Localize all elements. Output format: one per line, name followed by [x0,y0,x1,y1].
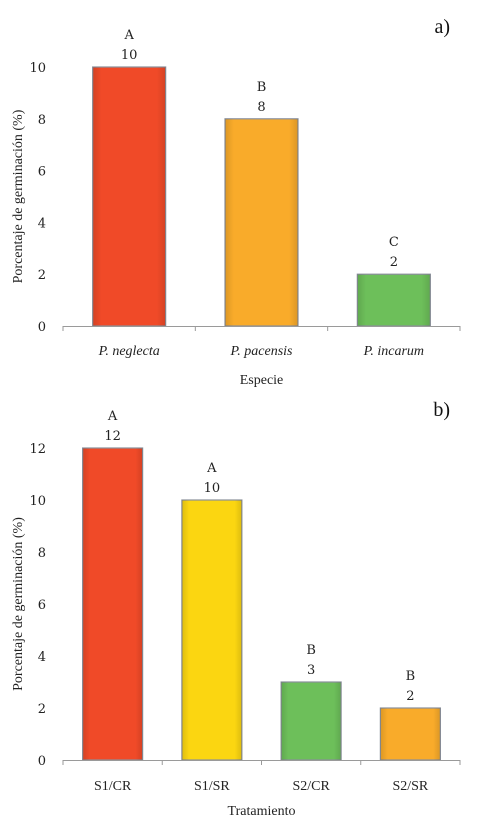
y-tick-label: 10 [29,61,46,76]
y-axis-title: Porcentaje de germinación (%) [11,517,26,691]
x-tick-label: S1/SR [194,779,230,794]
bar-shading [380,708,441,760]
x-tick-label: S2/CR [292,779,330,794]
y-tick-label: 8 [38,113,46,128]
y-tick-label: 6 [38,598,46,613]
bar-shading [225,118,298,326]
data-label: 8 [257,100,265,115]
x-tick-label: S2/SR [392,779,428,794]
x-axis-title: Tratamiento [228,804,296,816]
y-tick-label: 0 [38,320,46,335]
y-axis-title: Porcentaje de germinación (%) [11,109,26,283]
bar-shading [92,67,166,326]
significance-letter: B [257,80,267,95]
chart-panel-1: a) 0 2 4 6 8 10 Porcentaje de germinación (%) 10… [11,16,461,388]
bar-shading [82,448,143,760]
y-tick-label: 4 [38,216,46,231]
x-tick-label: P. neglecta [98,344,160,359]
panel-label: a) [434,16,450,38]
y-tick-label: 2 [38,702,46,717]
data-label: 12 [104,429,121,444]
significance-letter: A [123,28,134,43]
data-label: 10 [121,48,138,63]
y-tick-label: 8 [38,546,46,561]
data-label: 2 [406,689,414,704]
data-label: 3 [307,663,315,678]
x-tick-label: P. pacensis [230,344,294,359]
x-tick-label: S1/CR [94,779,132,794]
significance-letter: A [206,461,217,476]
significance-letter: A [107,409,118,424]
bar-shading [281,682,342,760]
y-tick-label: 4 [38,650,46,665]
x-tick-label: P. incarum [363,344,424,359]
chart-panel-2: b) 0 2 4 6 8 10 12 Porcentaje de germinación (%)… [11,399,461,816]
y-tick-label: 2 [38,268,46,283]
data-label: 10 [204,481,221,496]
significance-letter: B [306,643,316,658]
data-label: 2 [390,255,398,270]
significance-letter: C [389,235,399,250]
y-tick-label: 10 [29,494,46,509]
x-axis-title: Especie [240,373,284,388]
y-tick-label: 0 [38,754,46,769]
y-tick-label: 6 [38,165,46,180]
significance-letter: B [406,669,416,684]
bar-shading [357,274,431,326]
bar-shading [181,500,242,760]
panel-label: b) [433,399,450,421]
y-tick-label: 12 [29,442,46,457]
